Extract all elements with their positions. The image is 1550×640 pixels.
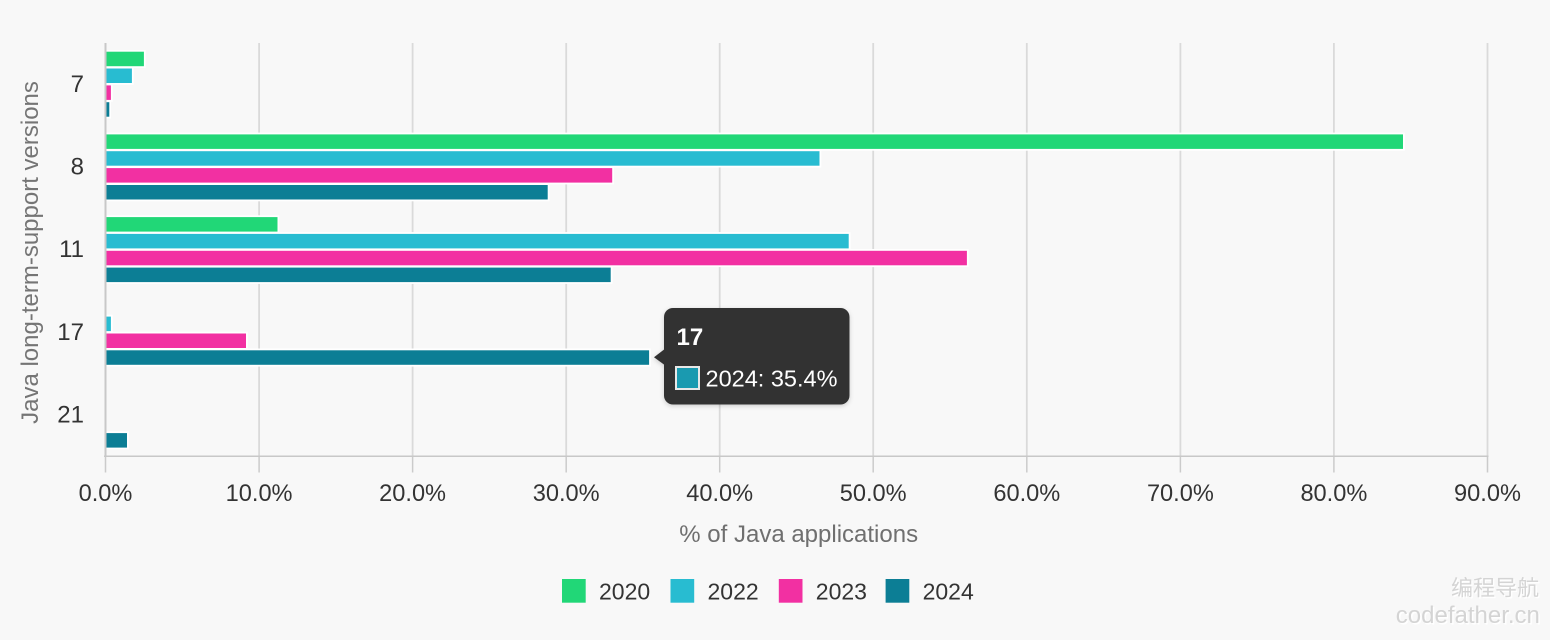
svg-text:70.0%: 70.0% <box>1147 481 1214 507</box>
svg-text:40.0%: 40.0% <box>686 481 753 507</box>
svg-text:90.0%: 90.0% <box>1454 481 1521 507</box>
svg-text:2022: 2022 <box>708 579 759 605</box>
svg-text:17: 17 <box>57 319 84 346</box>
svg-text:codefather.cn: codefather.cn <box>1397 603 1541 630</box>
svg-text:% of Java applications: % of Java applications <box>679 521 918 548</box>
svg-text:0.0%: 0.0% <box>79 481 133 507</box>
svg-text:10.0%: 10.0% <box>226 481 293 507</box>
svg-text:50.0%: 50.0% <box>840 481 907 507</box>
svg-text:2020: 2020 <box>599 579 650 605</box>
svg-text:11: 11 <box>59 236 84 263</box>
svg-text:20.0%: 20.0% <box>379 481 446 507</box>
svg-text:80.0%: 80.0% <box>1300 481 1367 507</box>
svg-text:codefather.cn: codefather.cn <box>1396 602 1540 629</box>
svg-text:2024: 35.4%: 2024: 35.4% <box>706 366 838 392</box>
svg-text:60.0%: 60.0% <box>993 481 1060 507</box>
svg-text:21: 21 <box>57 402 84 429</box>
svg-text:Java long-term-support version: Java long-term-support versions <box>17 81 44 424</box>
svg-text:8: 8 <box>71 154 84 181</box>
svg-text:2023: 2023 <box>816 579 867 605</box>
svg-text:30.0%: 30.0% <box>533 481 600 507</box>
svg-text:17: 17 <box>677 324 704 351</box>
svg-text:2024: 2024 <box>923 579 974 605</box>
svg-text:7: 7 <box>71 71 84 98</box>
